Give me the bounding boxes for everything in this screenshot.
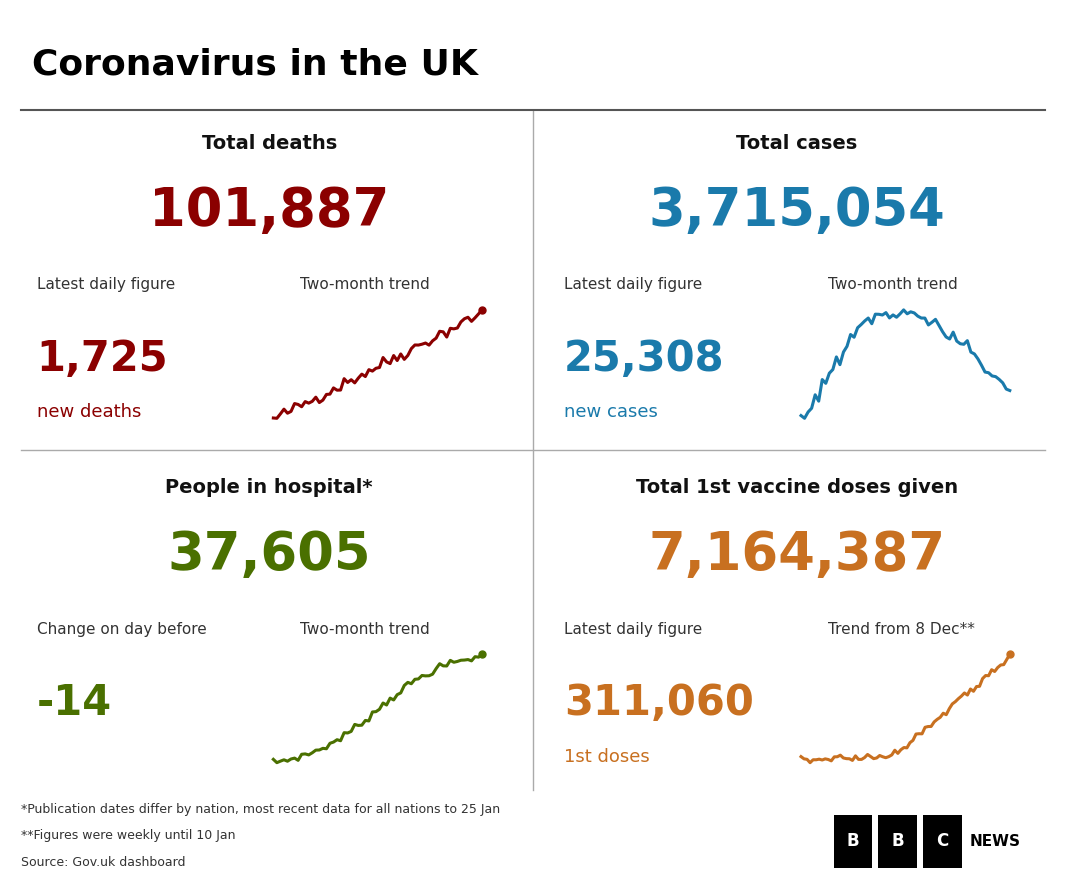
Text: 1st doses: 1st doses — [564, 748, 650, 766]
Text: Total deaths: Total deaths — [201, 134, 337, 153]
Text: Two-month trend: Two-month trend — [301, 622, 430, 637]
Text: Total 1st vaccine doses given: Total 1st vaccine doses given — [635, 479, 958, 497]
Text: -14: -14 — [36, 682, 112, 724]
Text: People in hospital*: People in hospital* — [165, 479, 373, 497]
Text: *Publication dates differ by nation, most recent data for all nations to 25 Jan: *Publication dates differ by nation, mos… — [21, 804, 500, 816]
Text: NEWS: NEWS — [970, 834, 1021, 849]
Text: B: B — [891, 832, 904, 850]
Text: 37,605: 37,605 — [167, 530, 371, 581]
Text: Source: Gov.uk dashboard: Source: Gov.uk dashboard — [21, 857, 185, 870]
FancyBboxPatch shape — [923, 814, 962, 867]
Text: Total cases: Total cases — [737, 134, 857, 153]
Text: B: B — [846, 832, 859, 850]
Text: C: C — [936, 832, 949, 850]
Text: Coronavirus in the UK: Coronavirus in the UK — [32, 47, 478, 81]
Text: Two-month trend: Two-month trend — [828, 277, 957, 292]
Text: new deaths: new deaths — [36, 404, 141, 421]
Text: Latest daily figure: Latest daily figure — [564, 277, 702, 292]
Text: Latest daily figure: Latest daily figure — [36, 277, 175, 292]
Text: 25,308: 25,308 — [564, 337, 725, 380]
Text: **Figures were weekly until 10 Jan: **Figures were weekly until 10 Jan — [21, 829, 236, 842]
Text: new cases: new cases — [564, 404, 658, 421]
Text: 1,725: 1,725 — [36, 337, 168, 380]
Text: Trend from 8 Dec**: Trend from 8 Dec** — [828, 622, 974, 637]
Text: 7,164,387: 7,164,387 — [648, 530, 946, 581]
Text: Change on day before: Change on day before — [36, 622, 206, 637]
FancyBboxPatch shape — [834, 814, 872, 867]
Text: 101,887: 101,887 — [149, 185, 389, 237]
FancyBboxPatch shape — [878, 814, 917, 867]
Text: 311,060: 311,060 — [564, 682, 754, 724]
Text: Latest daily figure: Latest daily figure — [564, 622, 702, 637]
Text: 3,715,054: 3,715,054 — [648, 185, 946, 237]
Text: Two-month trend: Two-month trend — [301, 277, 430, 292]
